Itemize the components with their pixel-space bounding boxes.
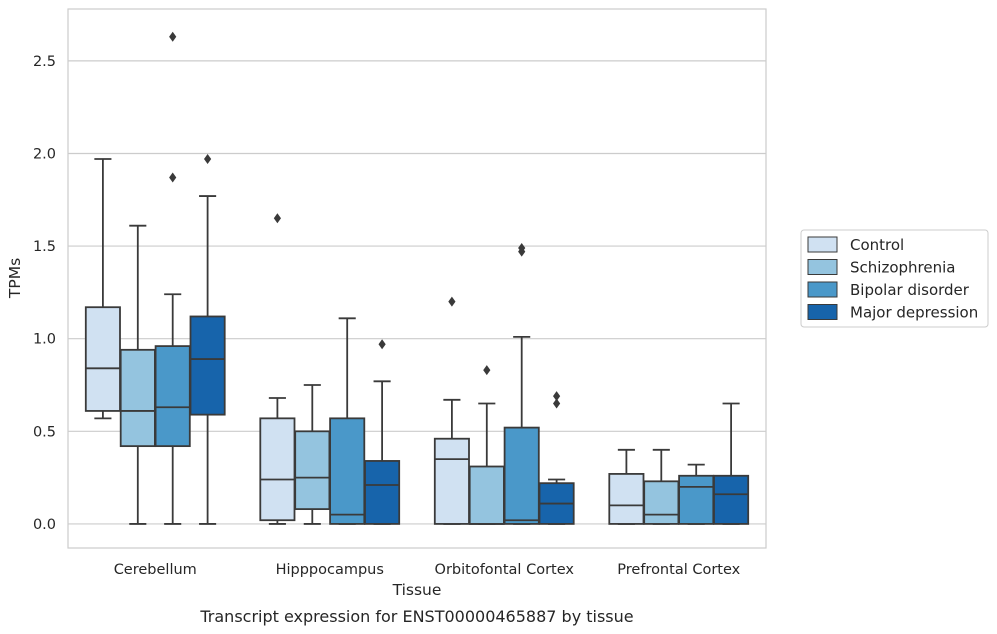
box-iqr [433,437,470,525]
outlier-point [483,365,491,376]
box-iqr [503,426,540,525]
legend-frame [800,229,989,328]
box-major-depression [364,339,401,525]
box-iqr [608,473,645,525]
box-iqr [259,417,296,522]
outlier-point [448,296,456,307]
box-bipolar-disorder [154,31,191,525]
box-bipolar-disorder [503,242,540,525]
chart-caption: Transcript expression for ENST0000046588… [199,607,633,626]
x-axis-label: Tissue [392,581,442,599]
x-tick-labels: Cerebellum Hipppocampus Orbitofontal Corte… [114,562,741,578]
x-tick-label: Hipppocampus [276,562,384,578]
box-bipolar-disorder [329,317,366,525]
outlier-point [273,213,281,224]
box-iqr [119,348,156,448]
y-tick-label: 2.5 [33,54,56,70]
y-tick-label: 0.0 [33,517,56,533]
box-iqr [189,315,226,416]
legend-items: Control Schizophrenia Bipolar disorder Majo… [807,236,978,322]
legend-swatch [807,281,838,298]
legend-swatch [807,304,838,320]
y-tick-label: 1.0 [33,332,56,348]
outlier-point [378,339,386,350]
outlier-point [204,154,212,165]
plot-area [67,8,767,549]
legend-label: Schizophrenia [850,259,955,277]
box-schizophrenia [119,224,156,525]
box-major-depression [713,402,750,525]
box-iqr [84,306,121,412]
legend: Control Schizophrenia Bipolar disorder Majo… [800,229,989,328]
box-iqr [364,460,401,525]
legend-swatch [807,259,838,275]
x-tick-label: Prefrontal Cortex [617,562,740,578]
legend-swatch [807,236,838,253]
box-iqr [329,417,366,525]
y-axis-label: TPMs [6,258,24,299]
box-schizophrenia [294,384,331,525]
box-schizophrenia [468,365,505,525]
y-tick-label: 1.5 [33,239,56,255]
legend-label: Bipolar disorder [850,281,970,299]
outlier-point [553,398,561,409]
box-iqr [713,474,750,525]
box-iqr [643,480,680,525]
outlier-point [553,391,561,402]
box-control [84,158,121,420]
y-tick-label: 0.5 [33,424,56,440]
x-tick-label: Orbitofontal Cortex [435,562,575,578]
box-control [433,296,470,525]
legend-label: Major depression [850,304,978,322]
box-iqr [468,465,505,525]
x-tick-label: Cerebellum [114,562,197,578]
box-iqr [294,430,331,511]
y-tick-labels: 0.0 0.5 1.0 1.5 2.0 2.5 [33,54,56,533]
box-groups [84,31,750,525]
y-tick-label: 2.0 [33,146,56,162]
box-iqr [154,345,191,448]
box-iqr [678,474,715,525]
outlier-point [169,172,177,183]
box-bipolar-disorder [678,463,715,525]
box-major-depression [189,154,226,525]
outlier-point [518,242,526,253]
legend-label: Control [850,236,904,254]
outlier-point [169,31,177,42]
box-major-depression [538,391,575,525]
